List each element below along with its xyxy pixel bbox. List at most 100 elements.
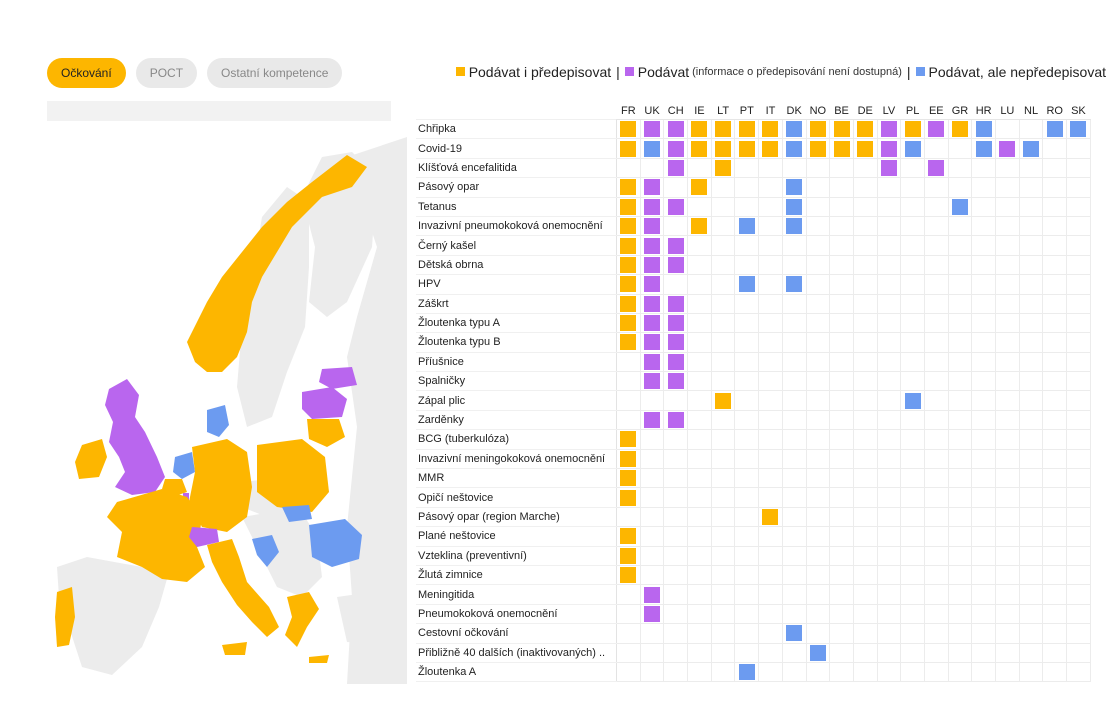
matrix-mark-fr[interactable] [620,179,637,196]
matrix-mark-uk[interactable] [644,315,661,332]
matrix-mark-pl[interactable] [904,140,921,157]
search-bar[interactable] [47,101,391,121]
matrix-mark-ie[interactable] [691,179,708,196]
matrix-cell [995,215,1020,237]
matrix-mark-uk[interactable] [644,412,661,429]
matrix-mark-fr[interactable] [620,431,637,448]
matrix-mark-uk[interactable] [644,218,661,235]
matrix-mark-uk[interactable] [644,179,661,196]
matrix-mark-dk[interactable] [786,179,803,196]
matrix-mark-fr[interactable] [620,121,637,138]
matrix-mark-gr[interactable] [951,121,968,138]
matrix-mark-dk[interactable] [786,198,803,215]
matrix-mark-sk[interactable] [1070,121,1087,138]
matrix-mark-ro[interactable] [1046,121,1063,138]
matrix-mark-uk[interactable] [644,334,661,351]
matrix-mark-ie[interactable] [691,140,708,157]
matrix-mark-ee[interactable] [928,159,945,176]
matrix-mark-ch[interactable] [667,140,684,157]
matrix-mark-ie[interactable] [691,218,708,235]
matrix-mark-hr[interactable] [975,121,992,138]
matrix-mark-dk[interactable] [786,121,803,138]
matrix-mark-ch[interactable] [667,334,684,351]
matrix-mark-lt[interactable] [715,140,732,157]
matrix-mark-uk[interactable] [644,198,661,215]
matrix-mark-nl[interactable] [1023,140,1040,157]
matrix-mark-uk[interactable] [644,237,661,254]
matrix-mark-it[interactable] [762,140,779,157]
matrix-mark-fr[interactable] [620,295,637,312]
matrix-mark-lv[interactable] [880,140,897,157]
matrix-mark-fr[interactable] [620,547,637,564]
matrix-mark-pl[interactable] [904,121,921,138]
matrix-mark-lu[interactable] [999,140,1016,157]
matrix-mark-fr[interactable] [620,218,637,235]
matrix-mark-no[interactable] [809,121,826,138]
matrix-mark-pt[interactable] [738,664,755,681]
matrix-mark-uk[interactable] [644,605,661,622]
matrix-mark-be[interactable] [833,121,850,138]
matrix-mark-fr[interactable] [620,140,637,157]
matrix-mark-pt[interactable] [738,140,755,157]
matrix-mark-uk[interactable] [644,256,661,273]
matrix-mark-pl[interactable] [904,392,921,409]
matrix-mark-dk[interactable] [786,140,803,157]
matrix-mark-uk[interactable] [644,586,661,603]
matrix-mark-fr[interactable] [620,276,637,293]
matrix-mark-it[interactable] [762,509,779,525]
matrix-mark-gr[interactable] [951,198,968,215]
matrix-mark-pt[interactable] [738,121,755,138]
matrix-mark-fr[interactable] [620,237,637,254]
matrix-mark-ch[interactable] [667,198,684,215]
matrix-mark-hr[interactable] [975,140,992,157]
matrix-mark-lv[interactable] [880,121,897,138]
matrix-cell [852,623,878,644]
matrix-mark-lt[interactable] [715,159,732,176]
matrix-mark-uk[interactable] [644,276,661,293]
matrix-mark-de[interactable] [857,140,874,157]
matrix-mark-fr[interactable] [620,256,637,273]
matrix-mark-uk[interactable] [644,353,661,370]
matrix-mark-uk[interactable] [644,373,661,390]
matrix-mark-ch[interactable] [667,295,684,312]
matrix-mark-dk[interactable] [786,218,803,235]
tab-poct[interactable]: POCT [135,58,198,88]
matrix-mark-uk[interactable] [644,295,661,312]
matrix-mark-fr[interactable] [620,470,637,487]
matrix-cell [1018,293,1044,314]
matrix-mark-fr[interactable] [620,450,637,467]
matrix-mark-uk[interactable] [644,140,661,157]
matrix-mark-ch[interactable] [667,121,684,138]
matrix-mark-ch[interactable] [667,237,684,254]
tab-vaccination[interactable]: Očkování [47,58,126,88]
matrix-mark-no[interactable] [809,140,826,157]
matrix-mark-fr[interactable] [620,334,637,351]
matrix-mark-uk[interactable] [644,121,661,138]
matrix-mark-pt[interactable] [738,218,755,235]
matrix-mark-no[interactable] [809,644,826,661]
matrix-mark-fr[interactable] [620,489,637,506]
matrix-mark-ch[interactable] [667,256,684,273]
tab-other-competences[interactable]: Ostatní kompetence [207,58,343,88]
matrix-mark-ch[interactable] [667,353,684,370]
matrix-mark-ch[interactable] [667,159,684,176]
matrix-mark-lt[interactable] [715,121,732,138]
matrix-mark-lv[interactable] [880,159,897,176]
matrix-mark-pt[interactable] [738,276,755,293]
matrix-mark-fr[interactable] [620,315,637,332]
matrix-mark-ch[interactable] [667,315,684,332]
matrix-mark-fr[interactable] [620,198,637,215]
matrix-mark-fr[interactable] [620,528,637,545]
matrix-mark-dk[interactable] [786,276,803,293]
matrix-mark-ie[interactable] [691,121,708,138]
matrix-mark-de[interactable] [857,121,874,138]
matrix-mark-lt[interactable] [715,392,732,409]
matrix-mark-ch[interactable] [667,373,684,390]
matrix-mark-ch[interactable] [667,412,684,429]
matrix-mark-be[interactable] [833,140,850,157]
matrix-mark-it[interactable] [762,121,779,138]
matrix-mark-fr[interactable] [620,567,637,584]
matrix-cell [995,138,1020,159]
matrix-mark-ee[interactable] [928,121,945,138]
matrix-mark-dk[interactable] [786,625,803,642]
